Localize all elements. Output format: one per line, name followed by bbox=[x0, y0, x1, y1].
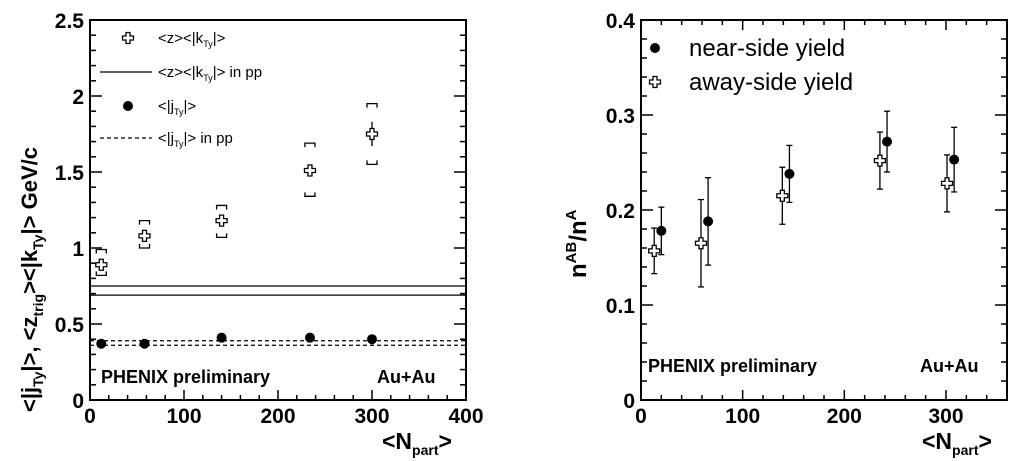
legend-cross-marker bbox=[648, 75, 662, 89]
cross-marker bbox=[95, 258, 108, 271]
cross-marker bbox=[694, 237, 708, 250]
right-panel: 0 100 200 300 0 0.1 0.2 0.3 0.4 near-side yield a… bbox=[563, 10, 1008, 458]
cross-marker bbox=[873, 154, 887, 167]
legend-dot-marker bbox=[650, 43, 660, 53]
x-tick-label: 100 bbox=[166, 405, 201, 428]
left-legend: <z><|kTy|> <z><|kTy|> in pp <|jTy|> <|jTy|>… bbox=[100, 30, 262, 149]
x-tick-label: 400 bbox=[448, 405, 483, 428]
dot-marker bbox=[949, 154, 960, 165]
y-tick-label: 0 bbox=[72, 390, 84, 413]
y-tick-label: 0.1 bbox=[606, 295, 636, 318]
legend-cross-marker bbox=[121, 31, 135, 45]
sys-bracket-bottom bbox=[215, 233, 228, 239]
dot-marker bbox=[703, 216, 714, 227]
y-tick-label: 0.2 bbox=[606, 200, 635, 223]
right-phenix-label: PHENIX preliminary bbox=[648, 356, 817, 376]
sys-bracket-bottom bbox=[95, 271, 107, 277]
legend-label: <z><|kTy|> bbox=[158, 30, 226, 49]
y-axis-title-group: <|jTy|>, <ztrig><|kTy|> GeV/c bbox=[17, 147, 46, 412]
x-axis-title: <Npart> bbox=[382, 428, 452, 458]
dot-marker bbox=[96, 338, 107, 349]
dot-marker bbox=[784, 168, 795, 179]
legend-label: away-side yield bbox=[689, 69, 853, 96]
legend-label: <|jTy|> in pp bbox=[158, 130, 233, 149]
sys-bracket-bottom bbox=[366, 160, 378, 166]
left-x-axis-label: <Npart> bbox=[382, 428, 452, 458]
legend-label: near-side yield bbox=[689, 35, 845, 62]
right-x-axis-label: <Npart> bbox=[922, 428, 992, 458]
x-tick-label: 100 bbox=[725, 405, 760, 428]
right-data-points bbox=[648, 110, 960, 288]
legend-dot-marker bbox=[123, 101, 133, 111]
x-tick-label: 0 bbox=[84, 405, 96, 428]
y-tick-label: 0.4 bbox=[606, 10, 636, 33]
cross-marker bbox=[138, 229, 151, 242]
legend-label: <|jTy|> bbox=[158, 98, 196, 117]
dot-marker bbox=[656, 225, 667, 236]
left-data-points bbox=[95, 121, 379, 349]
x-tick-label: 300 bbox=[928, 405, 963, 428]
dot-marker bbox=[882, 136, 893, 147]
right-legend: near-side yield away-side yield bbox=[648, 35, 853, 96]
dot-marker bbox=[216, 332, 227, 343]
y-axis-title-group: nAB/nA bbox=[563, 209, 592, 278]
sys-bracket-bottom bbox=[138, 244, 151, 249]
y-tick-label: 0 bbox=[623, 390, 635, 413]
left-y-axis-label: <|jTy|>, <ztrig><|kTy|> GeV/c bbox=[17, 147, 46, 412]
x-tick-label: 200 bbox=[827, 405, 862, 428]
cross-marker bbox=[215, 214, 228, 227]
sys-bracket-bottom bbox=[304, 192, 316, 197]
x-tick-label: 200 bbox=[260, 405, 295, 428]
cross-marker bbox=[648, 244, 661, 257]
dot-marker bbox=[139, 338, 150, 349]
y-tick-label: 1 bbox=[72, 238, 84, 261]
y-axis-title: nAB/nA bbox=[563, 209, 592, 278]
sys-bracket-top bbox=[95, 248, 107, 254]
cross-marker bbox=[776, 189, 789, 202]
legend-label: <z><|kTy|> in pp bbox=[158, 64, 262, 83]
left-system-label: Au+Au bbox=[377, 367, 436, 387]
x-axis-title: <Npart> bbox=[922, 428, 992, 458]
sys-bracket-top bbox=[138, 219, 151, 225]
y-tick-label: 0.5 bbox=[55, 314, 85, 337]
y-tick-label: 1.5 bbox=[55, 162, 85, 185]
left-phenix-label: PHENIX preliminary bbox=[101, 367, 270, 387]
systematic-brackets bbox=[95, 102, 378, 277]
x-tick-label: 0 bbox=[635, 405, 647, 428]
cross-marker bbox=[940, 177, 954, 190]
x-tick-label: 300 bbox=[354, 405, 389, 428]
y-tick-label: 2.5 bbox=[55, 10, 85, 33]
y-axis-title: <|jTy|>, <ztrig><|kTy|> GeV/c bbox=[17, 147, 46, 412]
y-tick-label: 2 bbox=[72, 86, 84, 109]
cross-marker bbox=[303, 164, 317, 177]
pp-reference-bands bbox=[90, 285, 466, 346]
dot-marker bbox=[304, 332, 315, 343]
dot-marker bbox=[367, 334, 377, 345]
right-y-axis-label: nAB/nA bbox=[563, 209, 592, 278]
sys-bracket-top bbox=[304, 142, 316, 148]
sys-bracket-top bbox=[215, 204, 228, 210]
y-tick-label: 0.3 bbox=[606, 105, 635, 128]
right-system-label: Au+Au bbox=[920, 356, 979, 376]
sys-bracket-top bbox=[366, 102, 378, 108]
cross-marker bbox=[365, 127, 379, 141]
